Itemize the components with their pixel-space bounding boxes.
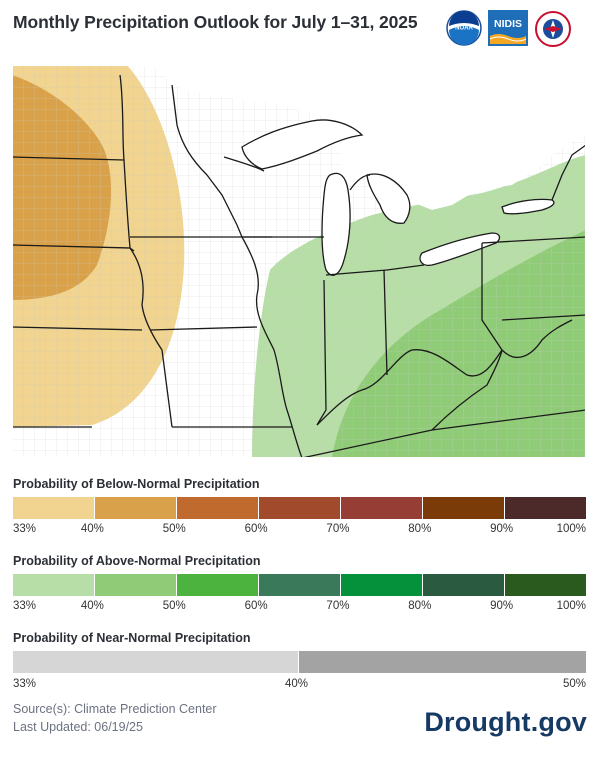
drought-gov-brand[interactable]: Drought.gov [424, 707, 587, 737]
above-normal-legend-title: Probability of Above-Normal Precipitatio… [13, 554, 261, 568]
above-segment-1 [95, 574, 177, 596]
below-tick: 70% [326, 523, 350, 535]
below-tick: 80% [408, 523, 432, 535]
below-segment-3 [259, 497, 341, 519]
above-segment-2 [177, 574, 259, 596]
nidis-text: NIDIS [494, 18, 522, 30]
below-normal-legend-bar [13, 497, 586, 519]
below-segment-0 [13, 497, 95, 519]
above-tick: 50% [162, 600, 186, 612]
below-tick: 33% [13, 523, 37, 535]
last-updated-text: Last Updated: 06/19/25 [13, 720, 143, 734]
above-normal-legend-bar [13, 574, 586, 596]
below-segment-1 [95, 497, 177, 519]
state-boundaries [12, 74, 586, 458]
above-segment-3 [259, 574, 341, 596]
below-tick: 40% [80, 523, 104, 535]
below-tick: 50% [162, 523, 186, 535]
precipitation-outlook-map [12, 65, 586, 458]
page-title: Monthly Precipitation Outlook for July 1… [13, 12, 418, 32]
below-segment-4 [341, 497, 423, 519]
below-segment-5 [423, 497, 505, 519]
near-tick-33: 33% [13, 678, 37, 690]
above-tick: 90% [490, 600, 514, 612]
above-tick: 70% [326, 600, 350, 612]
near-normal-segment-40-50 [299, 651, 586, 673]
below-tick: 90% [490, 523, 514, 535]
below-tick: 100% [556, 523, 586, 535]
near-tick-40: 40% [285, 678, 309, 690]
above-tick: 100% [556, 600, 586, 612]
nws-logo-icon[interactable] [534, 10, 572, 48]
source-text: Source(s): Climate Prediction Center [13, 702, 217, 716]
great-lakes [241, 119, 555, 276]
nidis-logo-icon[interactable]: NIDIS [488, 10, 528, 46]
near-normal-segment-33-40 [13, 651, 298, 673]
below-segment-2 [177, 497, 259, 519]
near-normal-legend-bar [13, 651, 586, 673]
svg-text:NOAA: NOAA [455, 26, 473, 32]
below-tick: 60% [244, 523, 268, 535]
above-segment-5 [423, 574, 505, 596]
above-segment-4 [341, 574, 423, 596]
above-tick: 40% [80, 600, 104, 612]
above-tick: 33% [13, 600, 37, 612]
noaa-logo-icon[interactable]: NOAA [446, 10, 482, 46]
near-normal-legend-title: Probability of Near-Normal Precipitation [13, 631, 251, 645]
above-segment-0 [13, 574, 95, 596]
below-segment-6 [505, 497, 586, 519]
above-tick: 80% [408, 600, 432, 612]
above-tick: 60% [244, 600, 268, 612]
above-segment-6 [505, 574, 586, 596]
near-tick-50: 50% [562, 678, 586, 690]
below-normal-legend-title: Probability of Below-Normal Precipitatio… [13, 477, 260, 491]
